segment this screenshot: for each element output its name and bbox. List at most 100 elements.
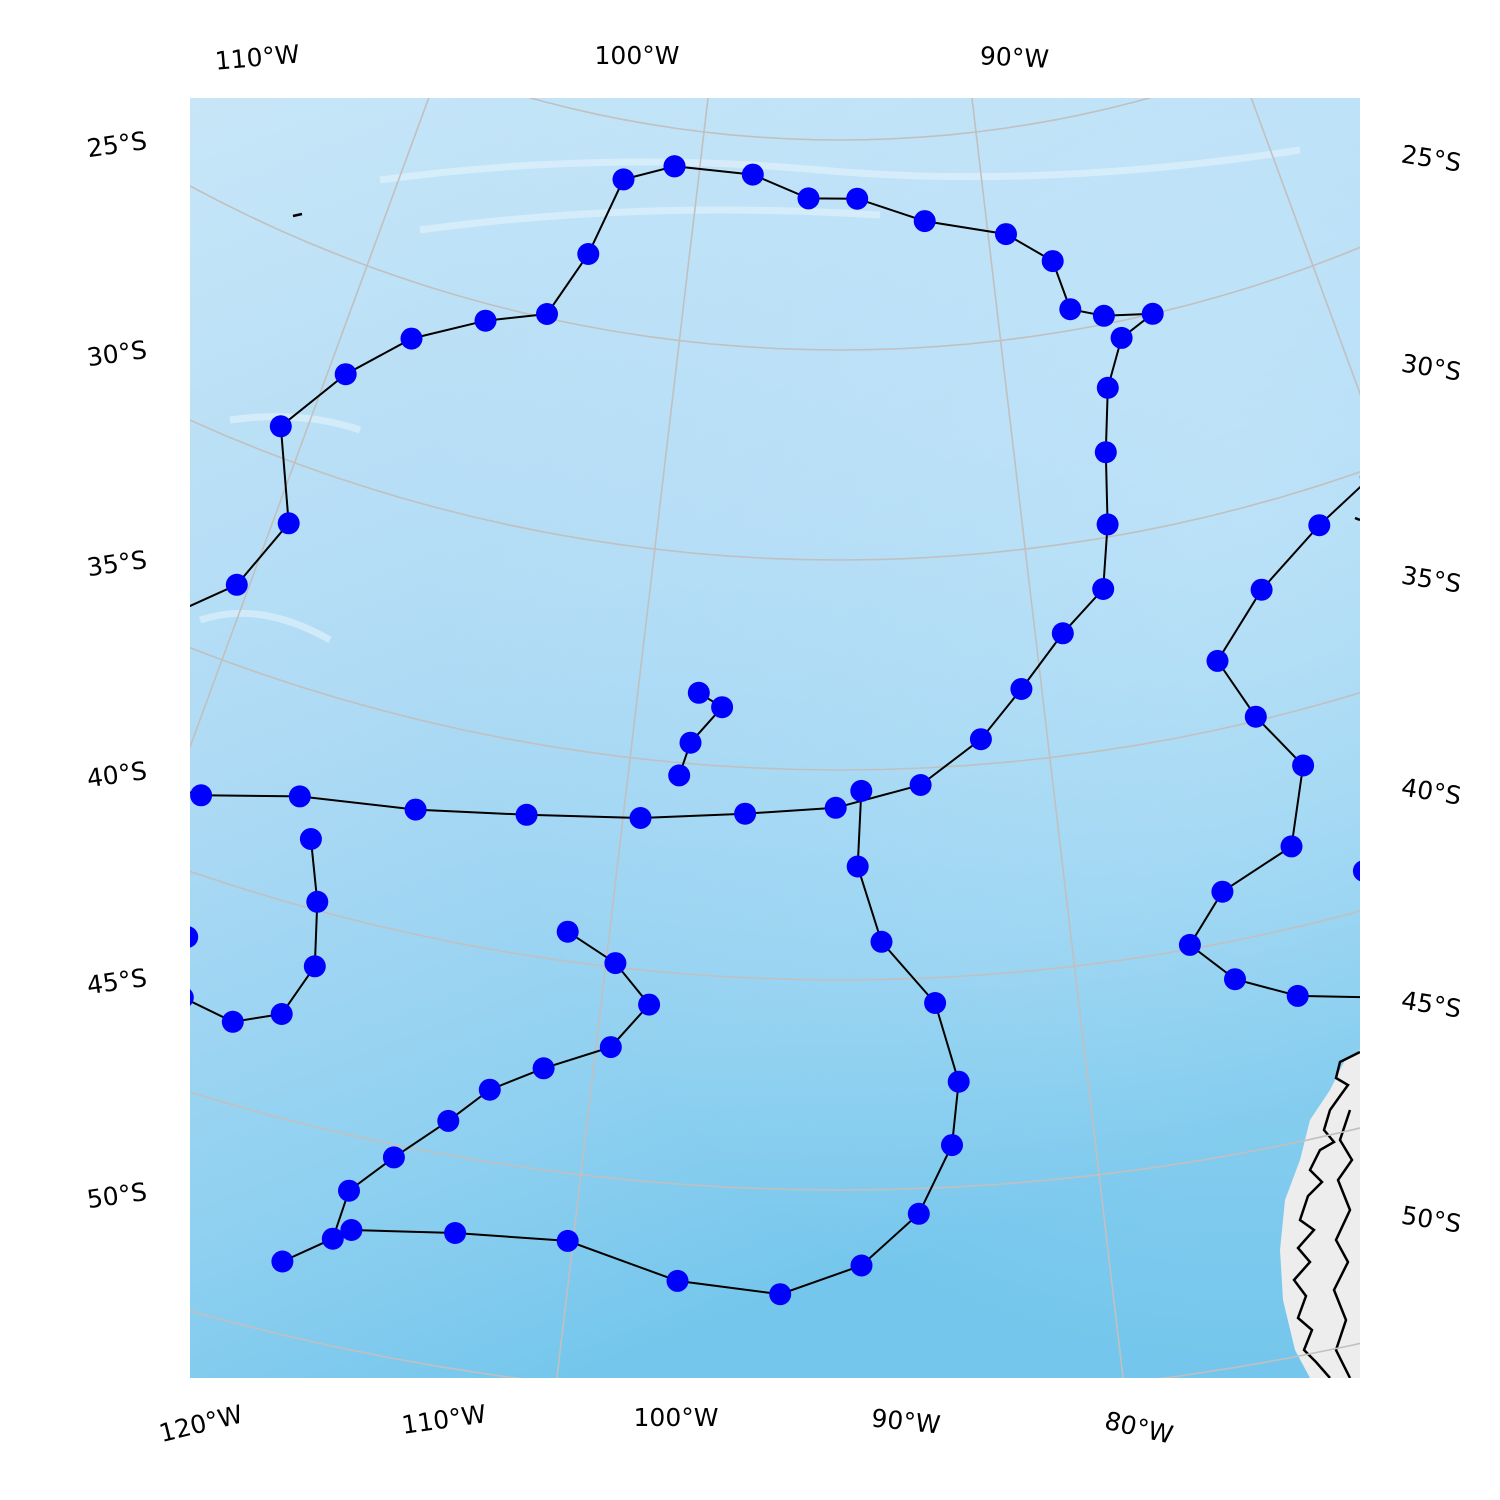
longitude-gridline	[1250, 98, 1360, 396]
latitude-gridline	[190, 646, 1360, 771]
track-point	[1464, 379, 1486, 401]
track-point	[532, 1057, 555, 1080]
track-point	[382, 1146, 405, 1169]
top-lon-label: 100°W	[595, 41, 680, 70]
track-point	[162, 603, 184, 625]
track-point	[338, 1179, 360, 1202]
track-point	[941, 1134, 963, 1157]
top-lon-label: 110°W	[214, 39, 301, 75]
latitude-gridline	[190, 870, 1360, 981]
left-lat-label: 40°S	[85, 756, 149, 793]
track-point	[288, 785, 311, 808]
bottom-lon-label: 110°W	[400, 1399, 488, 1440]
track-point	[666, 1269, 689, 1292]
track-point	[1178, 933, 1201, 956]
track-point	[5, 610, 27, 632]
track-point	[1110, 326, 1133, 349]
track-point	[577, 243, 600, 265]
bottom-lon-label: 80°W	[1102, 1406, 1176, 1450]
track-point	[769, 1283, 792, 1306]
left-lat-label: 50°S	[85, 1177, 149, 1214]
track-point	[1224, 968, 1246, 991]
track-point	[969, 728, 992, 751]
ocean-shelf-shading	[190, 98, 1360, 1378]
bottom-lon-label: 90°W	[870, 1404, 942, 1440]
track-point	[334, 363, 357, 386]
track-point	[190, 989, 194, 1006]
track-point	[1096, 376, 1119, 399]
track-point	[321, 1227, 344, 1250]
track-point	[1141, 302, 1164, 325]
track-point	[1474, 964, 1496, 986]
track-point	[1359, 475, 1360, 480]
track-point	[190, 926, 199, 948]
track-point	[1059, 298, 1082, 321]
track-point	[271, 1250, 294, 1273]
track-point	[1292, 754, 1315, 777]
track-line	[1188, 485, 1360, 999]
left-latitude-labels: 25°S 30°S 35°S 40°S 45°S 50°S	[85, 126, 149, 1214]
top-lon-label: 90°W	[979, 41, 1049, 74]
track-point	[846, 187, 869, 210]
bottom-lon-label: 120°W	[156, 1399, 245, 1448]
right-lat-label: 35°S	[1399, 561, 1463, 599]
track-point	[556, 920, 579, 943]
left-lat-label: 25°S	[85, 126, 149, 163]
right-lat-label: 25°S	[1399, 140, 1463, 178]
latitude-gridline	[527, 98, 1153, 141]
track-line	[678, 691, 724, 776]
track-point	[679, 731, 702, 754]
track-point	[1092, 578, 1115, 600]
track-point	[478, 1078, 501, 1101]
track-point	[444, 1222, 467, 1244]
latitude-gridline	[190, 419, 1360, 561]
bottom-longitude-labels: 120°W 110°W 100°W 90°W 80°W	[156, 1399, 1176, 1449]
track-point	[1250, 578, 1273, 601]
seafloor-ridge-texture	[198, 146, 1301, 644]
track-point	[1094, 441, 1117, 464]
track-point	[299, 828, 322, 850]
track-point	[1458, 730, 1480, 752]
track-point	[1092, 304, 1115, 327]
track-point	[190, 784, 213, 807]
track-point	[400, 327, 423, 350]
track-point	[515, 803, 538, 826]
track-point	[340, 1219, 363, 1241]
track-point	[404, 798, 427, 821]
track-point	[1211, 880, 1234, 903]
left-lat-label: 35°S	[85, 545, 149, 582]
track-line	[281, 790, 960, 1296]
track-point	[947, 1070, 970, 1093]
track-point	[1308, 514, 1331, 537]
right-latitude-labels: 25°S 30°S 35°S 40°S 45°S 50°S	[1399, 140, 1463, 1239]
right-lat-label: 45°S	[1399, 986, 1463, 1024]
track-point	[1280, 835, 1303, 858]
right-lat-label: 50°S	[1399, 1201, 1463, 1239]
track-point	[1041, 250, 1064, 273]
top-longitude-labels: 110°W 100°W 90°W	[214, 39, 1050, 75]
track-point	[711, 696, 734, 719]
track-point	[907, 1202, 930, 1225]
track-point	[846, 855, 869, 878]
track-point	[741, 163, 764, 186]
track-point	[556, 1229, 579, 1252]
track-point	[913, 210, 936, 233]
track-point	[1010, 678, 1033, 700]
bottom-lon-label: 100°W	[634, 1403, 719, 1432]
track-point	[270, 1003, 293, 1025]
track-point	[629, 807, 652, 829]
right-lat-label: 30°S	[1399, 349, 1463, 387]
track-point	[69, 792, 91, 814]
coastline	[292, 212, 1360, 1378]
track-point	[604, 952, 627, 975]
track-point	[1382, 812, 1404, 834]
track-point	[850, 1254, 873, 1277]
track-point	[474, 309, 497, 332]
track-point	[668, 764, 691, 787]
track-point	[870, 930, 893, 953]
track-point	[221, 1010, 244, 1033]
left-lat-label: 30°S	[85, 335, 149, 372]
